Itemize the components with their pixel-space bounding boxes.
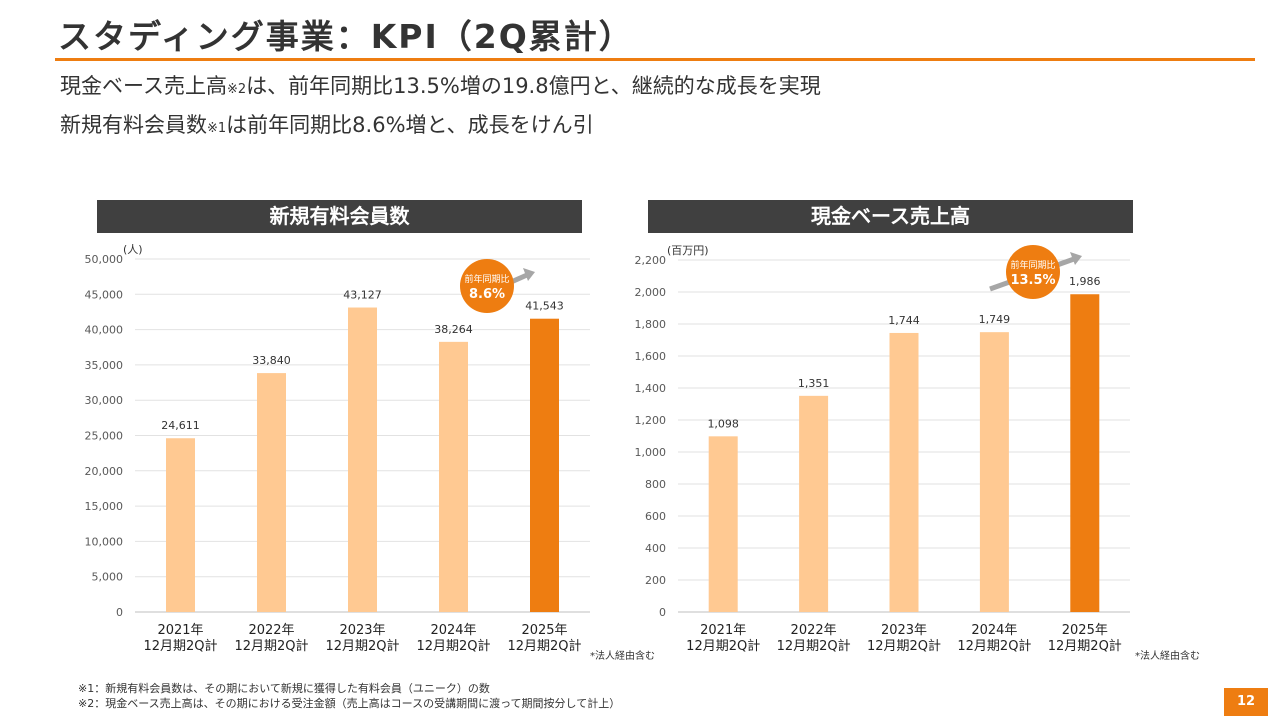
members-data-label: 38,264 [434,323,473,336]
members-growth-badge-label: 前年同期比 [464,273,509,285]
members-bar [257,373,286,612]
members-data-label: 24,611 [161,419,200,432]
sales-unit-label: (百万円) [667,244,709,257]
members-ytick-label: 40,000 [85,324,124,337]
sales-chart-header: 現金ベース売上高 [648,200,1133,233]
members-note: *法人経由含む [590,649,655,662]
sales-note: *法人経由含む [1135,649,1200,662]
members-data-label: 41,543 [525,300,564,313]
headline-line-1: 現金ベース売上高※2は、前年同期比13.5%増の19.8億円と、継続的な成長を実… [60,70,821,100]
sales-bar [979,332,1009,612]
sales-growth-badge-label: 前年同期比 [1010,259,1055,271]
members-ytick-label: 10,000 [85,535,124,548]
members-category-label: 2025年 [521,623,567,638]
members-ytick-label: 25,000 [85,430,124,443]
members-category-label: 12月期2Q計 [416,638,490,654]
sales-bar [708,436,738,612]
members-bar [348,307,377,612]
sales-data-label: 1,986 [1069,275,1101,288]
sales-category-label: 2021年 [700,623,746,638]
members-ytick-label: 45,000 [85,288,124,301]
headline-1-text: 現金ベース売上高 [60,74,227,98]
sales-ytick-label: 800 [645,478,666,491]
sales-data-label: 1,744 [888,314,920,327]
members-bar [166,438,195,612]
headline-1-text-post: は、前年同期比13.5%増の19.8億円と、継続的な成長を実現 [246,74,821,98]
members-unit-label: (人) [123,243,143,256]
members-bar [439,341,468,612]
members-ytick-label: 5,000 [92,571,124,584]
sales-ytick-label: 200 [645,574,666,587]
members-category-label: 12月期2Q計 [234,638,308,654]
members-category-label: 12月期2Q計 [507,638,581,654]
sales-category-label: 2025年 [1062,623,1108,638]
sales-bar [1070,294,1100,612]
members-ytick-label: 0 [116,606,123,619]
members-data-label: 43,127 [343,289,382,302]
members-ytick-label: 35,000 [85,359,124,372]
members-growth-arrowhead [523,268,535,281]
title-underline [55,58,1255,61]
sales-ytick-label: 2,000 [635,286,667,299]
headline-2-text: 新規有料会員数 [60,113,207,137]
sales-data-label: 1,749 [979,313,1011,326]
sales-growth-badge [1006,245,1060,299]
headline-2-note: ※1 [207,121,227,136]
sales-category-label: 2023年 [881,623,927,638]
sales-ytick-label: 1,400 [635,382,667,395]
sales-data-label: 1,098 [707,417,739,430]
sales-bar [799,395,829,612]
members-category-label: 12月期2Q計 [143,638,217,654]
members-category-label: 2024年 [430,623,476,638]
headline-2-text-post: は前年同期比8.6%増と、成長をけん引 [226,113,594,137]
members-ytick-label: 15,000 [85,500,124,513]
members-category-label: 2022年 [248,623,294,638]
members-ytick-label: 20,000 [85,465,124,478]
headline-line-2: 新規有料会員数※1は前年同期比8.6%増と、成長をけん引 [60,109,594,139]
sales-category-label: 12月期2Q計 [867,638,941,654]
members-category-label: 2021年 [157,623,203,638]
members-category-label: 2023年 [339,623,385,638]
sales-growth-badge-value: 13.5% [1010,273,1055,288]
members-growth-badge-value: 8.6% [469,287,505,302]
sales-category-label: 2022年 [791,623,837,638]
footnote-1: ※1：新規有料会員数は、その期において新規に獲得した有料会員（ユニーク）の数 [78,682,490,695]
members-ytick-label: 50,000 [85,253,124,266]
sales-data-label: 1,351 [798,377,830,390]
members-growth-badge [460,259,514,313]
sales-ytick-label: 1,000 [635,446,667,459]
members-chart-header: 新規有料会員数 [97,200,582,233]
sales-ytick-label: 0 [659,606,666,619]
sales-category-label: 12月期2Q計 [1048,638,1122,654]
sales-ytick-label: 2,200 [635,254,667,267]
sales-category-label: 12月期2Q計 [957,638,1031,654]
footnote-2: ※2：現金ベース売上高は、その期における受注金額（売上高はコースの受講期間に渡っ… [78,697,621,710]
members-data-label: 33,840 [252,354,291,367]
members-bar [530,318,559,612]
page-title: スタディング事業：KPI（2Q累計） [58,17,634,56]
sales-ytick-label: 600 [645,510,666,523]
members-ytick-label: 30,000 [85,394,124,407]
sales-ytick-label: 1,800 [635,318,667,331]
sales-category-label: 2024年 [971,623,1017,638]
sales-ytick-label: 400 [645,542,666,555]
members-category-label: 12月期2Q計 [325,638,399,654]
sales-ytick-label: 1,200 [635,414,667,427]
sales-ytick-label: 1,600 [635,350,667,363]
sales-category-label: 12月期2Q計 [686,638,760,654]
sales-growth-arrowhead [1070,252,1082,265]
page-number: 12 [1224,688,1268,716]
sales-category-label: 12月期2Q計 [777,638,851,654]
headline-1-note: ※2 [226,82,247,97]
sales-bar [889,332,919,612]
